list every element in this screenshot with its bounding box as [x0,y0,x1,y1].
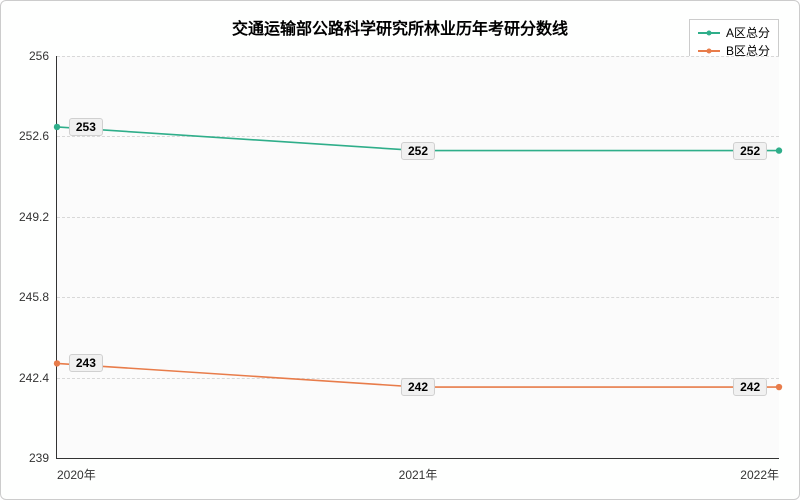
data-label: 242 [401,378,435,396]
plot-area: 239242.4245.8249.2252.6256 2020年2021年202… [56,56,779,459]
x-tick-label: 2022年 [740,458,779,483]
legend-swatch-b [698,50,720,52]
y-tick-label: 242.4 [19,371,57,385]
data-label: 252 [401,142,435,160]
series-marker [776,384,782,390]
y-tick-label: 252.6 [19,129,57,143]
y-tick-label: 245.8 [19,290,57,304]
legend-swatch-a [698,32,720,34]
y-tick-label: 239 [29,451,57,465]
data-label: 253 [69,118,103,136]
x-tick-label: 2021年 [399,458,438,483]
y-tick-label: 256 [29,49,57,63]
y-tick-label: 249.2 [19,210,57,224]
data-label: 252 [733,142,767,160]
series-marker [776,147,782,153]
legend-label-a: A区总分 [726,24,770,42]
legend-item-a: A区总分 [698,24,770,42]
markers-svg [57,56,779,458]
chart-container: 交通运输部公路科学研究所林业历年考研分数线 A区总分 B区总分 239242.4… [0,0,800,500]
series-marker [54,360,60,366]
series-marker [54,124,60,130]
chart-title: 交通运输部公路科学研究所林业历年考研分数线 [232,15,568,39]
data-label: 243 [69,354,103,372]
data-label: 242 [733,378,767,396]
x-tick-label: 2020年 [57,458,96,483]
